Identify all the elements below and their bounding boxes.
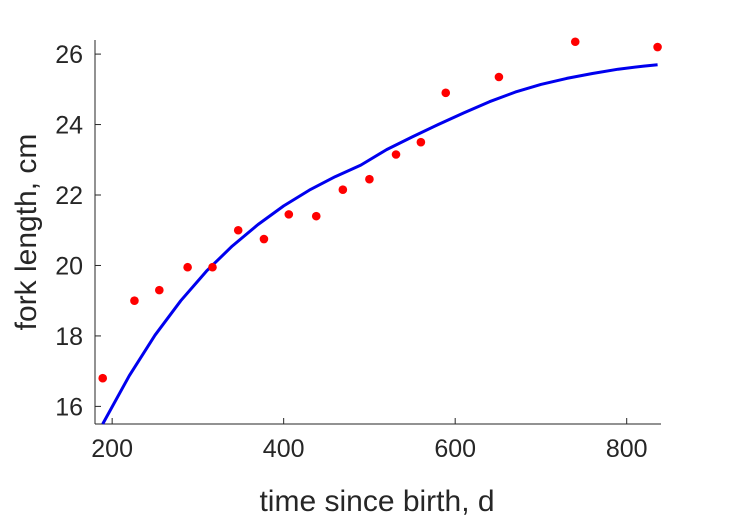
- chart-marks: [98, 37, 662, 425]
- data-point: [653, 42, 662, 52]
- x-tick-label: 600: [434, 435, 476, 463]
- y-tick-label: 16: [55, 393, 83, 421]
- y-tick-label: 20: [55, 252, 83, 280]
- x-tick-label: 200: [91, 435, 133, 463]
- data-point: [155, 285, 164, 295]
- data-point: [365, 174, 374, 184]
- data-point: [494, 72, 504, 82]
- data-point: [441, 88, 451, 98]
- data-point: [98, 373, 108, 383]
- data-point: [259, 234, 269, 244]
- y-axis-label: fork length, cm: [10, 134, 43, 331]
- data-point: [416, 137, 426, 147]
- data-point: [311, 211, 321, 221]
- data-point: [183, 262, 192, 272]
- y-tick-label: 24: [55, 112, 83, 140]
- data-point: [233, 225, 243, 235]
- y-tick-label: 22: [55, 182, 83, 210]
- x-axis-label: time since birth, d: [259, 485, 494, 518]
- data-point: [338, 185, 348, 195]
- data-point: [130, 296, 139, 305]
- fit-curve-line: [101, 63, 658, 425]
- y-tick-label: 26: [55, 41, 83, 69]
- data-point: [208, 262, 217, 272]
- data-point: [391, 150, 401, 159]
- data-point: [570, 37, 580, 47]
- y-tick-label: 18: [55, 323, 83, 351]
- data-point: [284, 210, 294, 219]
- x-tick-label: 400: [263, 435, 305, 463]
- axes: 200 400 600 800 16 18 20 22 24 26: [55, 40, 661, 463]
- x-tick-label: 800: [606, 435, 648, 463]
